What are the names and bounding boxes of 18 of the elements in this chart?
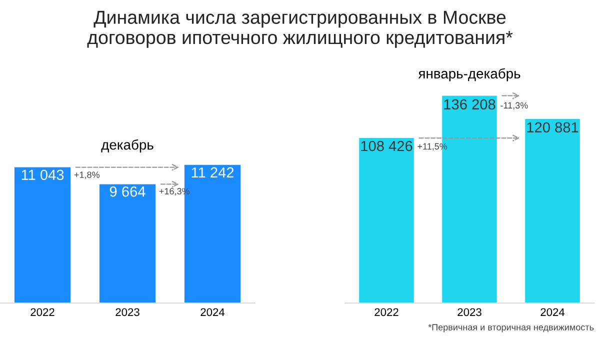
- x-tick-label: 2023: [458, 308, 482, 316]
- x-tick-label: 2024: [200, 308, 225, 316]
- chart-subtitle: январь-декабрь: [418, 68, 520, 82]
- x-tick-label: 2022: [374, 308, 398, 316]
- data-label: 9 664: [110, 186, 146, 197]
- data-label: 11 043: [22, 170, 64, 180]
- data-label: 120 881: [527, 122, 578, 133]
- annotation: -11,3%: [500, 102, 528, 110]
- x-tick-label: 2023: [116, 308, 140, 316]
- data-label: 136 208: [444, 99, 496, 110]
- data-label: 11 242: [192, 167, 234, 178]
- x-tick-label: 2024: [540, 308, 565, 316]
- annotation: +1,8%: [74, 172, 100, 180]
- data-label: 108 426: [361, 140, 412, 152]
- text: Динамика числа зарегистрированных в Москве договоров ипотечного жилищного кредитования*: [87, 10, 513, 48]
- chart-subtitle: декабрь: [101, 139, 154, 152]
- text: *Первичная и вторичная недвижимость: [428, 324, 594, 332]
- x-tick-label: 2022: [30, 308, 54, 316]
